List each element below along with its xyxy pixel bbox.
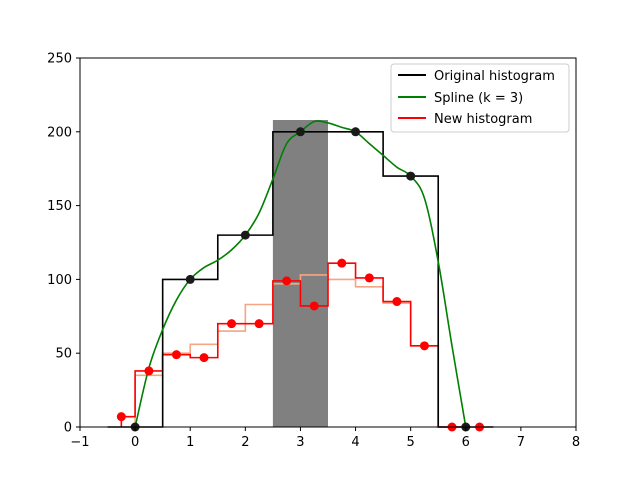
x-tick-label: 5	[407, 435, 415, 450]
series-new-histogram-point	[144, 366, 154, 376]
y-tick-label: 150	[47, 199, 72, 214]
x-tick-label: 4	[351, 435, 359, 450]
series-new-histogram-point	[392, 297, 402, 307]
series-new-histogram-point	[171, 350, 181, 360]
y-tick-label: 250	[47, 52, 72, 67]
y-tick-label: 0	[64, 421, 72, 436]
series-new-histogram-point	[116, 412, 126, 422]
axes-frame	[79, 57, 577, 428]
legend-label-spline: Spline (k = 3)	[434, 91, 523, 106]
y-tick-label: 100	[47, 273, 72, 288]
points-layer	[116, 127, 485, 432]
x-tick-label: −1	[70, 435, 89, 450]
series-new-histogram-point	[364, 273, 374, 283]
x-tick-label: 8	[572, 435, 580, 450]
series-new-histogram-point	[309, 301, 319, 311]
x-tick-label: 1	[186, 435, 194, 450]
series-new-histogram-point	[254, 319, 264, 329]
y-tick-label: 50	[55, 347, 72, 362]
series-new-histogram-point	[282, 276, 292, 286]
legend-box	[390, 63, 570, 133]
series-new-histogram-point	[419, 341, 429, 351]
series-original-histogram-point	[185, 274, 195, 284]
y-tick-label: 200	[47, 125, 72, 140]
series-new-histogram-point	[227, 319, 237, 329]
series-original-histogram-point	[406, 171, 416, 181]
x-tick-label: 2	[241, 435, 249, 450]
y-axis: 0 50 100 150 200 250	[47, 52, 80, 436]
x-axis: −1 0 1 2 3 4 5 6 7 8	[70, 427, 580, 450]
x-tick-label: 3	[296, 435, 304, 450]
series-new-histogram-point	[199, 353, 209, 363]
series-original-histogram-point	[351, 127, 361, 137]
x-tick-label: 7	[517, 435, 525, 450]
legend-label-new: New histogram	[434, 112, 532, 127]
legend: Original histogram Spline (k = 3) New hi…	[390, 63, 570, 133]
x-tick-label: 6	[462, 435, 470, 450]
x-tick-label: 0	[131, 435, 139, 450]
plot-area	[107, 119, 494, 432]
shaded-band	[272, 119, 328, 427]
legend-label-original: Original histogram	[434, 69, 555, 84]
series-original-histogram-point	[240, 230, 250, 240]
series-new-histogram-point	[337, 258, 347, 268]
shaded-band-layer	[272, 119, 328, 427]
series-original-histogram-line	[107, 131, 494, 428]
series-original-histogram-point	[295, 127, 305, 137]
